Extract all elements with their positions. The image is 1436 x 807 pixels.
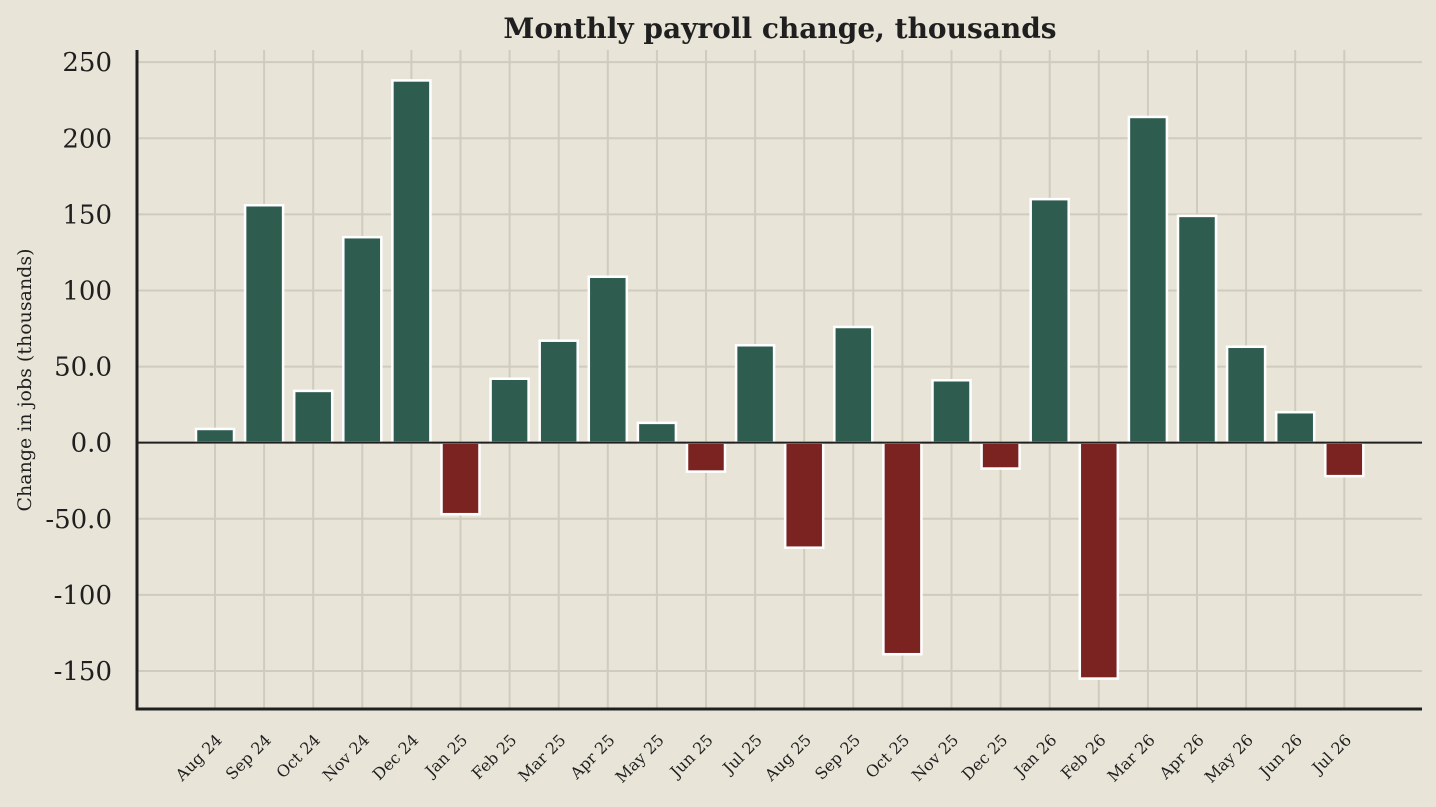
bar-mar-26 xyxy=(1127,115,1169,444)
bar-mar-25 xyxy=(538,339,579,444)
bars xyxy=(194,79,1365,680)
x-tick-label: Apr 26 xyxy=(1155,730,1208,783)
x-tick-label: Dec 24 xyxy=(369,730,423,784)
x-tick-label: Jun 26 xyxy=(1254,730,1306,782)
x-tick-label: May 25 xyxy=(612,730,668,786)
x-tick-label: Feb 26 xyxy=(1057,730,1110,783)
x-tick-label: Apr 25 xyxy=(566,730,619,783)
y-tick-label: 50.0 xyxy=(54,353,112,383)
x-tick-label: Mar 25 xyxy=(514,730,569,785)
x-tick-label: Dec 25 xyxy=(958,730,1012,784)
x-tick-label: May 26 xyxy=(1201,730,1257,786)
bar-feb-25 xyxy=(489,377,530,444)
bar-jul-25 xyxy=(734,344,776,444)
bar-nov-25 xyxy=(931,379,972,444)
bar-sep-25 xyxy=(833,325,874,444)
y-tick-label: 0.0 xyxy=(71,429,112,459)
bar-jan-26 xyxy=(1029,197,1070,444)
x-tick-label: Sep 24 xyxy=(222,730,275,783)
bar-dec-24 xyxy=(391,79,432,444)
bar-nov-24 xyxy=(342,235,383,444)
x-tick-label: Oct 24 xyxy=(272,730,324,782)
y-tick-label: 200 xyxy=(62,124,112,154)
y-tick-labels: -150 -100 -50.0 0.0 50.0 100 150 200 250 xyxy=(45,48,112,687)
y-tick-label: 100 xyxy=(62,276,112,306)
x-tick-label: Sep 25 xyxy=(811,730,864,783)
bar-aug-25 xyxy=(783,441,825,549)
x-tick-label: Nov 24 xyxy=(319,730,374,785)
bar-apr-26 xyxy=(1176,214,1218,444)
x-tick-label: Jul 25 xyxy=(718,730,766,778)
chart-title: Monthly payroll change, thousands xyxy=(503,12,1056,45)
bar-apr-25 xyxy=(587,275,629,444)
x-tick-label: Oct 25 xyxy=(862,730,914,782)
bar-jun-25 xyxy=(685,441,727,473)
y-tick-label: -50.0 xyxy=(45,505,112,535)
x-tick-label: Nov 25 xyxy=(908,730,963,785)
x-tick-label: Jan 25 xyxy=(420,730,471,781)
axes xyxy=(135,50,1422,711)
x-tick-label: Aug 25 xyxy=(760,730,815,785)
bar-sep-24 xyxy=(243,203,285,444)
y-tick-label: -150 xyxy=(54,657,112,687)
bar-dec-25 xyxy=(980,441,1021,470)
bar-feb-26 xyxy=(1078,441,1120,680)
y-tick-label: 250 xyxy=(62,48,112,78)
bar-aug-24 xyxy=(194,427,236,444)
bar-jul-26 xyxy=(1324,441,1365,478)
y-tick-label: 150 xyxy=(62,200,112,230)
bar-jan-25 xyxy=(440,441,481,516)
x-tick-label: Feb 25 xyxy=(468,730,521,783)
bar-may-25 xyxy=(636,421,678,444)
x-tick-label: Aug 24 xyxy=(171,730,226,785)
y-tick-label: -100 xyxy=(54,581,112,611)
bar-may-26 xyxy=(1225,345,1267,444)
x-tick-label: Mar 26 xyxy=(1104,730,1159,785)
x-tick-label: Jun 25 xyxy=(665,730,717,782)
bar-oct-25 xyxy=(882,441,923,656)
x-tick-label: Jul 26 xyxy=(1307,730,1355,778)
x-tick-label: Jan 26 xyxy=(1009,730,1060,781)
bar-jun-26 xyxy=(1274,410,1316,444)
bar-oct-24 xyxy=(292,389,334,444)
y-axis-label: Change in jobs (thousands) xyxy=(14,248,36,511)
